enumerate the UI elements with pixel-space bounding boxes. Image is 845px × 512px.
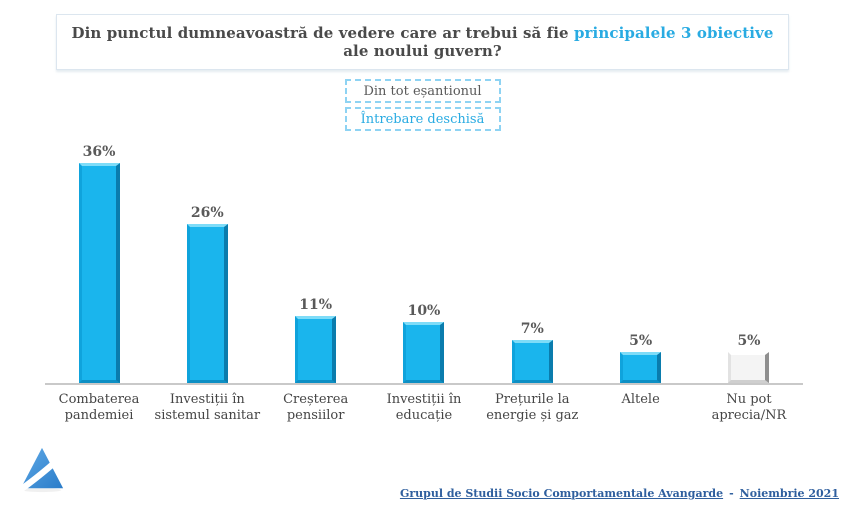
bar [511,340,553,383]
question-type-tag-label: Întrebare deschisă [360,111,485,127]
footer-org: Grupul de Studii Socio Comportamentale A… [399,487,724,500]
bar-column: 5% [695,333,803,383]
bar-column: 10% [370,303,478,383]
category-label: Prețurile la energie și gaz [486,392,579,424]
bar [403,322,445,383]
bar-column: 7% [478,321,586,383]
bar [728,352,770,383]
category-label: Combaterea pandemiei [58,392,140,424]
bar-column: 36% [45,144,153,383]
bar [295,316,337,383]
avangarde-logo-icon [18,447,66,494]
bar-value-label: 5% [629,333,653,349]
sample-tag-label: Din tot eșantionul [363,83,482,99]
bar-value-label: 7% [520,321,544,337]
footer-credit: Grupul de Studii Socio Comportamentale A… [400,487,839,500]
bar-chart: 36% 26% 11% 10% 7% 5% [45,140,803,425]
bar-value-label: 5% [737,333,761,349]
footer-date: Noiembrie 2021 [739,487,839,500]
bar-column: 5% [587,333,695,383]
bar-value-label: 36% [82,144,116,160]
question-type-tag: Întrebare deschisă [344,107,501,131]
bar [620,352,662,383]
category-label: Altele [621,392,660,407]
question-title-box: Din punctul dumneavoastră de vedere care… [56,14,789,70]
bar-value-label: 10% [407,303,441,319]
category-label: Investiții în sistemul sanitar [154,392,261,424]
bar [78,163,120,383]
question-title: Din punctul dumneavoastră de vedere care… [57,24,788,60]
category-label: Nu pot aprecia/NR [711,392,787,424]
bar-value-label: 11% [299,297,333,313]
question-title-highlight: principalele 3 obiective [573,24,774,42]
category-label: Creșterea pensiilor [283,392,349,424]
category-label: Investiții în educație [386,392,462,424]
bar-value-label: 26% [190,205,224,221]
bar [186,224,228,383]
category-axis: Combaterea pandemiei Investiții în siste… [45,392,803,425]
bar-column: 11% [262,297,370,383]
bars-plot-area: 36% 26% 11% 10% 7% 5% [45,140,803,385]
question-title-suffix: ale noului guvern? [343,42,502,60]
sample-tag: Din tot eșantionul [344,79,501,103]
bar-column: 26% [153,205,261,383]
question-title-prefix: Din punctul dumneavoastră de vedere care… [71,24,574,42]
footer-separator: - [729,487,734,500]
